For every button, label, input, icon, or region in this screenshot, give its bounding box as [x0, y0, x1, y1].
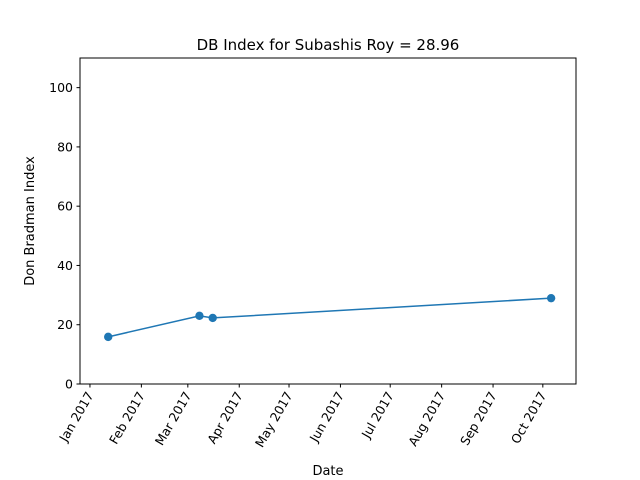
chart-title: DB Index for Subashis Roy = 28.96 [197, 36, 460, 54]
y-tick-label: 80 [57, 139, 73, 154]
data-point [195, 311, 204, 321]
y-tick-label: 20 [57, 317, 73, 332]
x-tick-label: Sep 2017 [457, 389, 500, 448]
y-tick-label: 60 [57, 199, 73, 214]
data-point [104, 332, 113, 342]
axes-frame [79, 57, 577, 385]
y-tick-label: 100 [49, 80, 73, 95]
y-tick-label: 40 [57, 258, 73, 273]
plot-area [104, 293, 556, 342]
x-tick-label: Mar 2017 [152, 389, 195, 448]
y-axis: 0 20 40 60 80 100 [49, 80, 80, 392]
x-tick-label: Jun 2017 [306, 389, 347, 445]
x-tick-label: Jan 2017 [56, 389, 97, 445]
series-line [108, 297, 552, 338]
y-tick-label: 0 [65, 377, 73, 392]
x-tick-label: Jul 2017 [358, 389, 397, 441]
x-tick-label: Oct 2017 [508, 389, 550, 446]
x-axis-label: Date [312, 464, 343, 479]
x-tick-label: Apr 2017 [204, 389, 246, 446]
data-point [546, 293, 556, 303]
y-axis-label: Don Bradman Index [23, 156, 38, 286]
x-tick-label: May 2017 [252, 389, 296, 450]
x-tick-label: Feb 2017 [106, 389, 148, 447]
data-point [208, 313, 217, 323]
x-axis: Jan 2017 Feb 2017 Mar 2017 Apr 2017 May 2017… [56, 384, 550, 450]
x-tick-label: Aug 2017 [405, 389, 448, 449]
